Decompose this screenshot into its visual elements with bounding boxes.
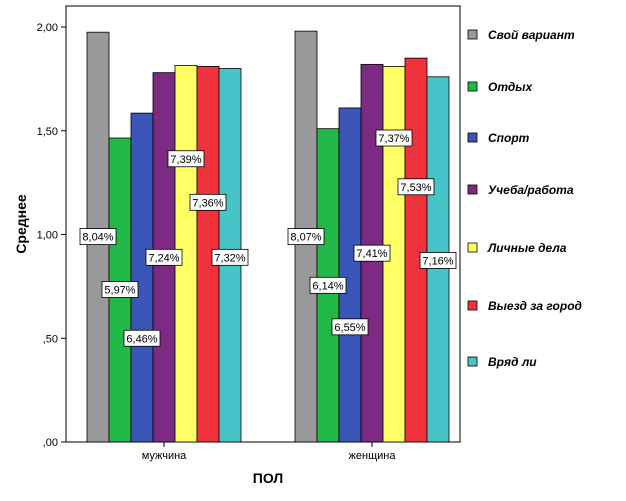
data-label-box (211, 248, 249, 266)
data-label: 8,07% (290, 232, 321, 244)
legend-swatch (467, 184, 478, 195)
data-label-box (79, 228, 117, 245)
legend: Свой вариант Отдых Спорт Учеба/работа Личные… (467, 28, 582, 369)
bar (130, 112, 154, 443)
data-label-box (375, 129, 413, 147)
data-label-box (189, 193, 227, 211)
legend-swatch (467, 132, 478, 143)
data-label: 7,41% (356, 248, 387, 260)
data-label-box (331, 318, 369, 336)
x-tick-label: женщина (349, 450, 397, 462)
x-tick-label: мужчина (142, 450, 187, 462)
y-tick-label: ,50 (43, 333, 58, 345)
bar (404, 57, 428, 443)
bar (338, 107, 362, 443)
legend-swatch (467, 81, 478, 92)
data-label-box (167, 150, 205, 168)
data-label: 7,32% (214, 252, 245, 264)
data-label: 6,46% (126, 333, 157, 345)
data-label: 6,55% (334, 322, 365, 334)
y-axis-title: Среднее (13, 194, 29, 254)
legend-entry: Учеба/работа (488, 183, 574, 197)
data-label-box (397, 178, 435, 196)
data-label: 7,53% (400, 182, 431, 194)
data-label-box (309, 276, 347, 294)
legend-swatch (467, 300, 478, 311)
data-label: 7,36% (192, 197, 223, 209)
y-axis: ,00 ,50 1,00 1,50 2,00 (37, 22, 66, 449)
data-label: 8,04% (82, 232, 113, 244)
data-label-box (419, 252, 457, 269)
data-label: 7,37% (378, 133, 409, 145)
legend-swatch (467, 29, 478, 40)
legend-entry: Спорт (488, 131, 530, 145)
data-label-box (123, 329, 161, 347)
data-label-box (287, 228, 325, 245)
y-tick-label: 1,00 (37, 230, 58, 242)
legend-entry: Свой вариант (488, 28, 575, 42)
y-tick-label: 1,50 (37, 126, 58, 138)
y-tick-label: ,00 (43, 437, 58, 449)
data-label: 7,24% (148, 252, 179, 264)
legend-entry: Вряд ли (488, 355, 537, 369)
legend-entry: Личные дела (487, 241, 567, 255)
data-label: 7,16% (422, 255, 453, 267)
data-label-box (353, 244, 391, 262)
data-label: 5,97% (104, 284, 135, 296)
y-tick-label: 2,00 (37, 22, 58, 34)
x-axis-title: ПОЛ (253, 470, 283, 486)
data-label: 7,39% (170, 154, 201, 166)
data-labels: 8,04% 5,97% 6,46% 7,24% 7,39% 7,36% 7,32% 8,07%… (79, 129, 457, 347)
data-label: 6,14% (312, 280, 343, 292)
data-label-box (145, 248, 183, 266)
legend-entry: Отдых (488, 80, 534, 94)
x-axis: мужчина женщина (142, 442, 397, 462)
data-label-box (101, 281, 139, 298)
legend-swatch (467, 356, 478, 367)
legend-swatch (467, 242, 478, 253)
legend-entry: Выезд за город (488, 299, 582, 313)
